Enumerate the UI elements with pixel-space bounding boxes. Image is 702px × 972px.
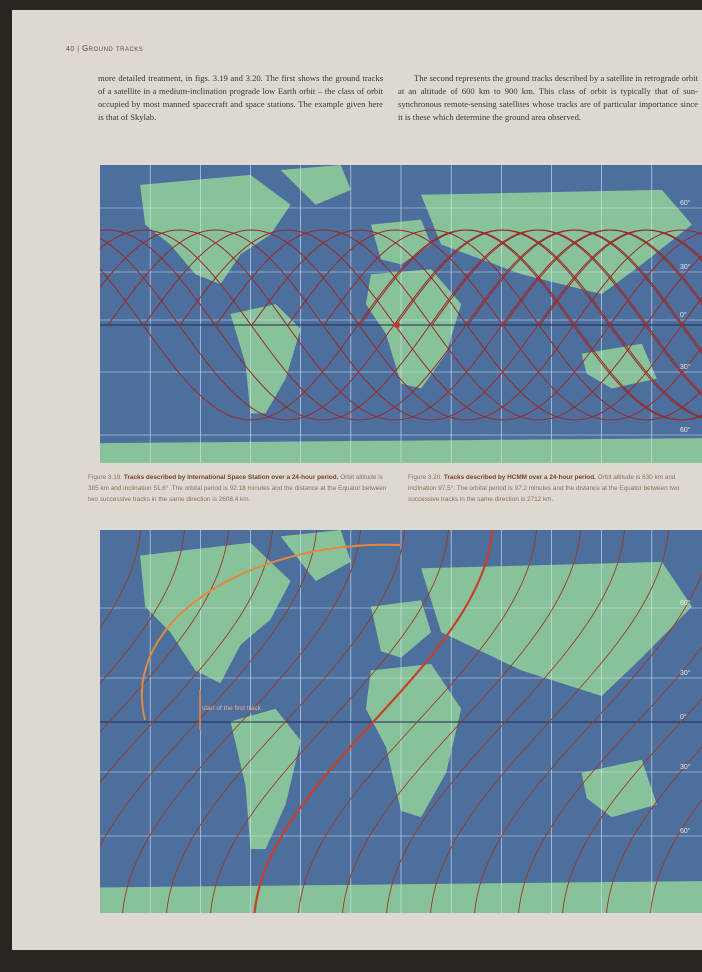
figure-caption: Figure 3.20. Tracks described by HCMM ov…	[408, 472, 702, 505]
ground-track	[166, 530, 406, 913]
figure-label: Figure 3.19.	[88, 474, 123, 481]
landmass	[280, 530, 351, 582]
ground-track	[210, 530, 450, 913]
landmass	[140, 542, 291, 684]
ground-track	[503, 229, 702, 326]
map: 60° 30° 0° 30° 60°	[100, 165, 702, 463]
first-track	[140, 543, 401, 721]
ground-track	[253, 530, 494, 913]
latitude-label: 30°	[680, 363, 691, 371]
ground-track	[395, 229, 702, 418]
ground-track	[107, 229, 702, 421]
landmass	[581, 343, 657, 389]
ground-track	[251, 229, 702, 421]
ground-track	[431, 229, 702, 395]
landmass	[230, 708, 301, 850]
annotation: start of the first track	[202, 705, 262, 712]
ground-track	[100, 229, 702, 421]
caption-text: Orbit altitude is 385 km and inclination…	[88, 474, 387, 503]
ground-track	[562, 698, 702, 913]
latitude-label: 30°	[680, 263, 691, 271]
figure-caption: Figure 3.19. Tracks described by Interna…	[88, 472, 388, 505]
ground-track	[143, 229, 702, 421]
book-page: 40 | Ground tracks more detailed treatme…	[12, 10, 702, 950]
ground-track	[100, 530, 274, 783]
landmass	[581, 759, 657, 818]
latitude-label: 30°	[680, 669, 691, 677]
map: start of the first track 60° 30° 0° 30° 60°	[12, 490, 702, 950]
ground-track	[430, 530, 670, 913]
page-number: 40	[66, 46, 75, 53]
running-header: 40 | Ground tracks	[66, 44, 143, 53]
ground-track	[386, 530, 626, 913]
ground-track	[12, 490, 97, 950]
latitude-label: 60°	[680, 599, 691, 607]
landmass	[365, 269, 462, 389]
ground-track	[359, 229, 702, 421]
separator: |	[77, 46, 80, 53]
caption-text: Orbit altitude is 630 km and inclination…	[408, 474, 680, 503]
ground-track	[100, 530, 142, 629]
ground-track	[606, 746, 702, 913]
ground-track	[100, 530, 230, 733]
ground-track	[179, 229, 702, 421]
latitude-label: 60°	[680, 827, 691, 835]
start-point	[394, 322, 400, 328]
latitude-label: 60°	[680, 426, 691, 434]
ground-track	[323, 229, 702, 421]
ground-track	[298, 530, 538, 913]
ground-track	[342, 530, 582, 913]
ground-track	[474, 572, 702, 913]
landmass	[230, 304, 301, 414]
ground-track	[100, 229, 702, 421]
text-column: The second represents the ground tracks …	[398, 73, 698, 122]
ground-track	[100, 229, 702, 421]
ground-track	[650, 799, 702, 913]
ground-track	[100, 229, 702, 421]
ground-track	[518, 646, 702, 913]
ground-track	[122, 530, 362, 913]
ground-track	[467, 229, 702, 352]
maps: 60° 30° 0° 30° 60° start of the first track 60…	[12, 165, 702, 950]
latitude-label: 0°	[680, 311, 687, 319]
landmass	[421, 189, 692, 295]
figure-title: Tracks described by International Space …	[123, 474, 339, 481]
ground-track	[287, 229, 702, 421]
section-title: Ground tracks	[82, 44, 144, 53]
ground-track	[215, 229, 702, 421]
figure-label: Figure 3.20.	[408, 474, 443, 481]
ground-track	[100, 530, 186, 685]
latitude-label: 60°	[680, 199, 691, 207]
ground-track	[539, 229, 702, 326]
text-column: more detailed treatment, in figs. 3.19 a…	[98, 73, 383, 122]
landmass	[280, 165, 351, 205]
ground-track	[100, 530, 318, 848]
landmass	[421, 561, 692, 696]
figure-title: Tracks described by HCMM over a 24-hour …	[443, 474, 596, 481]
latitude-label: 0°	[680, 713, 687, 721]
latitude-label: 30°	[680, 763, 691, 771]
